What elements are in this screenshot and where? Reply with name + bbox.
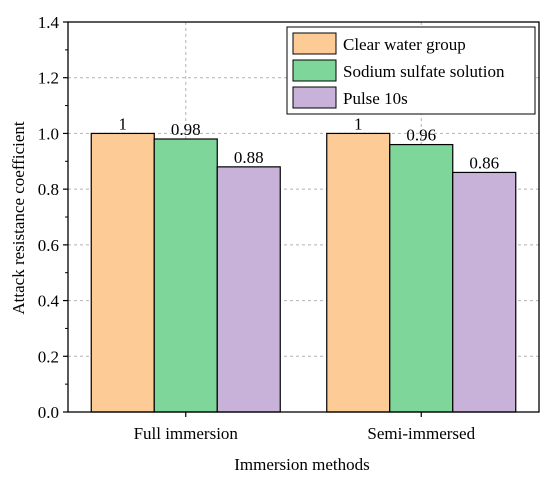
bar [452, 171, 517, 413]
data-label: 1 [354, 114, 363, 133]
y-tick-label: 1.4 [38, 13, 60, 32]
x-axis-title: Immersion methods [234, 455, 370, 474]
bar [216, 166, 281, 413]
legend: Clear water group Sodium sulfate solution… [286, 26, 536, 115]
legend-label: Sodium sulfate solution [343, 62, 505, 81]
data-label: 0.96 [406, 126, 436, 145]
y-tick-label: 0.6 [38, 236, 59, 255]
x-tick-label: Semi-immersed [367, 424, 475, 443]
y-tick-label: 1.2 [38, 69, 59, 88]
legend-swatch [292, 59, 337, 82]
legend-swatch [292, 86, 337, 109]
bar [153, 138, 218, 413]
y-tick-label: 0.2 [38, 347, 59, 366]
y-tick-label: 0.0 [38, 403, 59, 422]
axes: 0.0 0.2 0.4 0.6 0.8 1.0 1.2 1.4 Full immersion Se… [38, 13, 540, 443]
y-tick-label: 1.0 [38, 124, 59, 143]
x-tick-label: Full immersion [134, 424, 239, 443]
data-label: 0.88 [234, 148, 264, 167]
bar [90, 132, 155, 413]
y-tick-label: 0.4 [38, 292, 60, 311]
bar [326, 132, 391, 413]
data-label: 1 [119, 114, 128, 133]
y-tick-label: 0.8 [38, 180, 59, 199]
legend-label: Pulse 10s [343, 89, 408, 108]
data-label: 0.86 [469, 153, 499, 172]
data-label: 0.98 [171, 120, 201, 139]
data-labels: 1 1 0.98 0.96 0.88 0.86 [119, 114, 500, 172]
y-axis-title: Attack resistance coefficient [9, 121, 28, 314]
legend-swatch [292, 32, 337, 55]
bar [389, 143, 454, 413]
legend-label: Clear water group [343, 35, 466, 54]
bars [90, 132, 517, 413]
